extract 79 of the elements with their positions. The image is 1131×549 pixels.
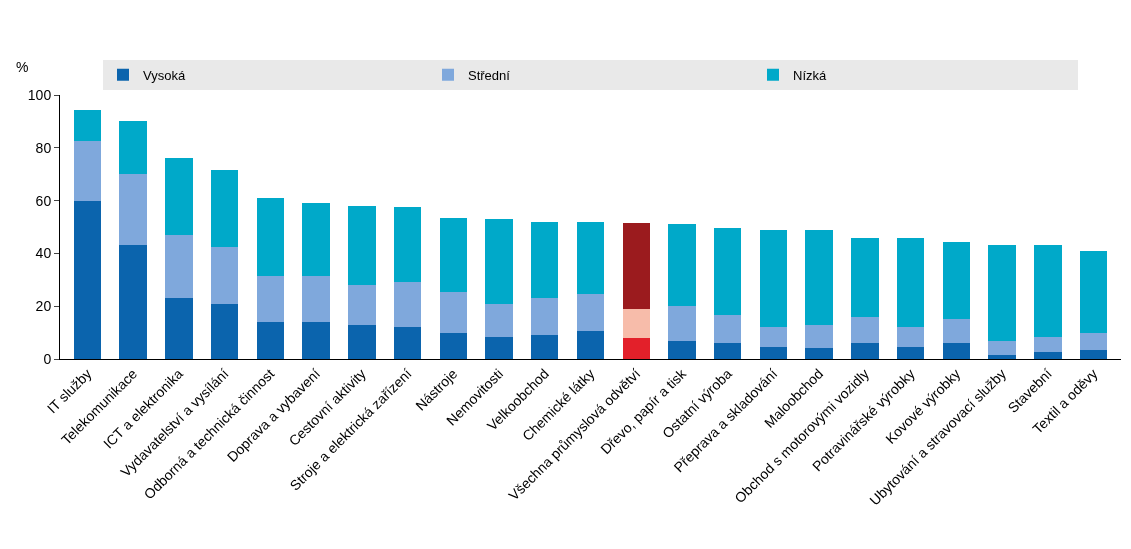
y-tick-label: 20 <box>35 298 52 315</box>
bar <box>576 221 605 295</box>
bar <box>531 221 559 299</box>
bar <box>896 347 925 359</box>
legend-label: Nízká <box>793 67 827 83</box>
bar <box>759 347 788 359</box>
bar <box>439 217 468 292</box>
y-tick-label: 60 <box>35 192 52 209</box>
bar <box>851 343 879 359</box>
bar <box>713 343 742 359</box>
bar <box>119 174 147 246</box>
bar <box>988 355 1016 359</box>
y-axis-title: % <box>16 59 29 75</box>
bar <box>805 324 833 349</box>
bar <box>1079 349 1108 359</box>
bar <box>713 228 742 316</box>
bar <box>1034 245 1062 337</box>
bar <box>119 121 147 175</box>
bar <box>393 327 422 359</box>
bar <box>896 237 925 328</box>
bar <box>485 336 513 359</box>
bar <box>393 282 422 328</box>
bar <box>805 348 833 359</box>
bar <box>210 246 239 304</box>
bar <box>485 219 513 304</box>
bar <box>119 245 147 359</box>
bar <box>256 322 285 359</box>
bar <box>439 332 468 359</box>
bar <box>531 298 559 336</box>
y-tick-label: 100 <box>27 86 52 103</box>
bar <box>759 327 788 348</box>
bar <box>896 327 925 348</box>
y-tick-label: 80 <box>35 139 52 156</box>
bar <box>576 294 605 332</box>
bar <box>1079 332 1108 350</box>
bar <box>393 207 422 283</box>
bar <box>851 316 879 344</box>
bar <box>1079 250 1108 333</box>
bar <box>622 308 650 338</box>
bar <box>942 241 971 320</box>
bar <box>668 224 696 307</box>
bar <box>210 170 239 247</box>
bar <box>988 340 1016 356</box>
bar <box>1034 352 1062 359</box>
bar <box>988 245 1016 341</box>
bar <box>256 275 285 323</box>
bar <box>851 237 879 317</box>
bar <box>668 340 696 359</box>
y-tick-label: 0 <box>43 350 52 367</box>
bar <box>942 319 971 344</box>
bar <box>531 335 559 359</box>
bar <box>348 205 376 286</box>
bar <box>256 197 285 276</box>
bar <box>759 229 788 328</box>
bar <box>73 141 102 201</box>
bar <box>576 331 605 359</box>
bar <box>622 337 650 359</box>
bar <box>302 322 330 359</box>
y-tick-label: 40 <box>35 245 52 262</box>
bar <box>439 291 468 333</box>
bar <box>165 158 193 235</box>
bar <box>348 285 376 325</box>
bar <box>73 200 102 359</box>
bar <box>713 315 742 344</box>
bar <box>165 298 193 359</box>
bar <box>165 234 193 299</box>
bar <box>73 109 102 142</box>
bar <box>302 275 330 323</box>
bar <box>942 343 971 359</box>
bar <box>1034 336 1062 353</box>
bar <box>348 324 376 359</box>
legend-label: Vysoká <box>143 67 186 83</box>
bar <box>485 303 513 337</box>
bar <box>668 306 696 341</box>
bar <box>210 303 239 359</box>
bar <box>622 223 650 309</box>
bar <box>302 203 330 276</box>
bar <box>805 229 833 325</box>
legend-label: Střední <box>468 67 511 83</box>
